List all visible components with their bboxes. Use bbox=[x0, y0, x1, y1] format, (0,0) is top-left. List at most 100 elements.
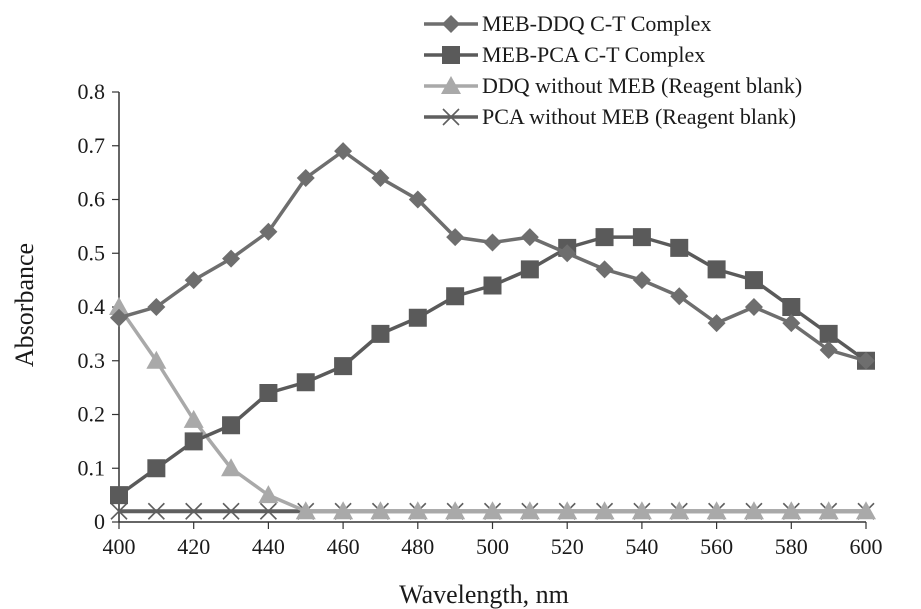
data-point bbox=[558, 244, 577, 263]
data-point bbox=[818, 501, 839, 520]
data-point bbox=[483, 233, 502, 252]
data-point bbox=[407, 501, 428, 520]
data-point bbox=[744, 271, 763, 290]
legend-item: PCA without MEB (Reagent blank) bbox=[424, 104, 796, 129]
data-point bbox=[110, 502, 128, 520]
data-point bbox=[371, 169, 390, 187]
y-tick-label: 0.7 bbox=[78, 133, 106, 158]
y-tick-label: 0.2 bbox=[78, 402, 106, 427]
legend-label: PCA without MEB (Reagent blank) bbox=[482, 104, 796, 129]
y-tick-label: 0.5 bbox=[78, 240, 106, 265]
legend-marker bbox=[442, 108, 460, 126]
axes: 400 420 440 460 480 500 520 540 560 580 600 0 0.1 0.2… bbox=[78, 79, 883, 559]
data-point bbox=[147, 298, 166, 316]
data-point bbox=[857, 351, 875, 370]
data-point bbox=[781, 501, 802, 520]
data-point bbox=[222, 502, 240, 520]
x-tick-label: 480 bbox=[401, 534, 434, 559]
data-point bbox=[856, 501, 876, 520]
data-point bbox=[631, 501, 652, 520]
x-tick-label: 520 bbox=[551, 534, 584, 559]
data-point bbox=[445, 501, 466, 520]
y-tick-label: 0.4 bbox=[78, 294, 106, 319]
y-axis-label: Absorbance bbox=[10, 243, 39, 367]
data-point bbox=[744, 298, 763, 316]
data-point bbox=[408, 308, 427, 327]
y-tick-label: 0.6 bbox=[78, 187, 106, 212]
data-point bbox=[222, 416, 241, 435]
legend-marker bbox=[442, 15, 460, 33]
data-point bbox=[520, 260, 539, 279]
data-point bbox=[296, 169, 315, 187]
data-point bbox=[670, 287, 689, 306]
data-point bbox=[371, 324, 390, 343]
data-point bbox=[446, 228, 465, 247]
data-point bbox=[782, 298, 801, 316]
series-layer bbox=[109, 142, 876, 520]
data-point bbox=[370, 501, 391, 520]
data-point bbox=[146, 350, 167, 369]
legend-item: DDQ without MEB (Reagent blank) bbox=[424, 73, 802, 98]
data-point bbox=[595, 260, 614, 279]
data-point bbox=[296, 373, 315, 392]
legend-label: DDQ without MEB (Reagent blank) bbox=[482, 73, 802, 98]
legend-marker bbox=[442, 46, 460, 64]
data-point bbox=[669, 501, 690, 520]
data-point bbox=[632, 271, 651, 290]
y-tick-label: 0.3 bbox=[78, 348, 106, 373]
x-tick-label: 440 bbox=[252, 534, 285, 559]
data-point bbox=[594, 501, 615, 520]
data-point bbox=[221, 458, 242, 477]
data-point bbox=[557, 501, 578, 520]
y-tick-label: 0.1 bbox=[78, 455, 106, 480]
x-axis-label: Wavelength, nm bbox=[399, 580, 569, 609]
data-point bbox=[334, 142, 353, 161]
data-point bbox=[519, 501, 540, 520]
x-tick-label: 420 bbox=[177, 534, 210, 559]
data-point bbox=[147, 502, 165, 520]
data-point bbox=[222, 249, 241, 268]
legend-marker bbox=[441, 76, 461, 94]
data-point bbox=[184, 271, 203, 290]
data-point bbox=[109, 297, 129, 315]
data-point bbox=[707, 260, 726, 279]
x-tick-label: 540 bbox=[625, 534, 658, 559]
legend: MEB-DDQ C-T Complex MEB-PCA C-T Complex DD… bbox=[424, 11, 802, 129]
data-point bbox=[782, 314, 801, 333]
data-point bbox=[520, 228, 539, 247]
data-point bbox=[258, 485, 279, 504]
legend-label: MEB-PCA C-T Complex bbox=[482, 42, 705, 67]
y-tick-label: 0.8 bbox=[78, 79, 106, 104]
data-point bbox=[706, 501, 727, 520]
data-point bbox=[670, 238, 689, 257]
data-point bbox=[259, 502, 277, 520]
legend-item: MEB-PCA C-T Complex bbox=[424, 42, 705, 67]
x-tick-label: 580 bbox=[775, 534, 808, 559]
data-point bbox=[483, 276, 502, 295]
data-point bbox=[333, 501, 354, 520]
data-point bbox=[482, 501, 503, 520]
series-3 bbox=[109, 297, 876, 520]
x-tick-label: 560 bbox=[700, 534, 733, 559]
data-point bbox=[819, 341, 838, 359]
data-point bbox=[408, 190, 427, 209]
data-point bbox=[819, 324, 838, 343]
data-point bbox=[743, 501, 764, 520]
x-tick-label: 400 bbox=[103, 534, 136, 559]
data-point bbox=[259, 222, 278, 241]
data-point bbox=[446, 287, 465, 306]
data-point bbox=[183, 409, 204, 428]
series-1 bbox=[110, 142, 875, 370]
data-point bbox=[595, 228, 614, 247]
data-point bbox=[147, 459, 166, 478]
data-point bbox=[110, 308, 128, 327]
data-point bbox=[184, 432, 203, 451]
legend-item: MEB-DDQ C-T Complex bbox=[424, 11, 711, 36]
data-point bbox=[110, 486, 128, 505]
x-tick-label: 460 bbox=[327, 534, 360, 559]
legend-label: MEB-DDQ C-T Complex bbox=[482, 11, 711, 36]
data-point bbox=[259, 384, 278, 402]
data-point bbox=[334, 357, 353, 376]
data-point bbox=[632, 228, 651, 247]
